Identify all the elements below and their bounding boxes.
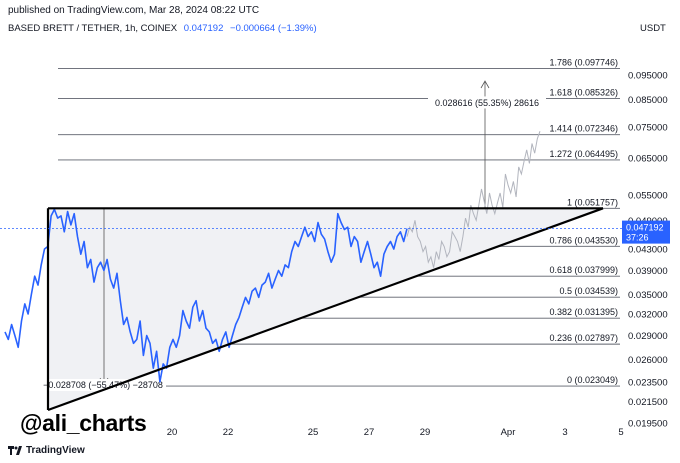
- fib-level-label: 0.618 (0.037999): [549, 265, 618, 275]
- time-tick-label: 27: [364, 427, 375, 438]
- fib-level-label: 1.618 (0.085326): [549, 87, 618, 97]
- fib-level-label: 0.382 (0.031395): [549, 307, 618, 317]
- price-axis: 0.019500 0.021500 0.023500 0.026000 0.029000…: [628, 70, 668, 429]
- fib-level-label: 0 (0.023049): [567, 375, 618, 385]
- fib-level-label: 1.272 (0.064495): [549, 149, 618, 159]
- current-price: 0.047192: [183, 23, 224, 34]
- price-tick-label: 0.032000: [628, 309, 668, 320]
- fib-level-label: 0.5 (0.034539): [559, 286, 618, 296]
- fib-level-label: 1.786 (0.097746): [549, 58, 618, 68]
- measure-up-label: 0.028616 (55.35%) 28616: [435, 98, 539, 108]
- tradingview-logo-icon: [8, 446, 22, 455]
- time-tick-label: Apr: [501, 427, 516, 438]
- time-tick-label: 3: [562, 427, 567, 438]
- measurement-arrows: 0.028616 (55.35%) 28616 −0.028708 (−55.47…: [40, 80, 546, 391]
- measure-up-arrowhead: [480, 80, 490, 89]
- fib-level-label: 0.786 (0.043530): [549, 235, 618, 245]
- tradingview-logo: TradingView: [8, 445, 85, 456]
- price-tick-label: 0.023500: [628, 377, 668, 388]
- last-price-tag-timer: 37:26: [626, 233, 649, 243]
- price-tick-label: 0.085000: [628, 95, 668, 106]
- time-tick-label: 22: [223, 427, 234, 438]
- fib-level-label: 0.236 (0.027897): [549, 333, 618, 343]
- triangle-lower-edge: [47, 207, 604, 412]
- tradingview-label: TradingView: [26, 445, 85, 456]
- time-tick-label: 25: [308, 427, 319, 438]
- price-tick-label: 0.035000: [628, 290, 668, 301]
- price-tick-label: 0.021500: [628, 397, 668, 408]
- price-tick-label: 0.019500: [628, 418, 668, 429]
- fib-level-label: 1.414 (0.072346): [549, 124, 618, 134]
- published-note: published on TradingView.com, Mar 28, 20…: [8, 5, 260, 16]
- price-tick-label: 0.026000: [628, 355, 668, 366]
- projection-series: [406, 131, 541, 268]
- price-tick-label: 0.029000: [628, 331, 668, 342]
- currency-label: USDT: [640, 23, 666, 34]
- symbol-header: BASED BRETT / TETHER, 1h, COINEX 0.04719…: [8, 23, 317, 34]
- watermark-handle: @ali_charts: [20, 410, 147, 436]
- price-tick-label: 0.075000: [628, 122, 668, 133]
- price-tick-label: 0.095000: [628, 70, 668, 81]
- price-series: [4, 208, 408, 383]
- price-tick-label: 0.039000: [628, 266, 668, 277]
- price-tick-label: 0.065000: [628, 154, 668, 165]
- price-change: −0.000664 (−1.39%): [230, 23, 317, 34]
- last-price-tag-bg: [622, 220, 670, 244]
- price-tick-label: 0.043000: [628, 245, 668, 256]
- time-axis: 20 22 25 27 29 Apr 3 5: [167, 427, 624, 438]
- last-price-tag-value: 0.047192: [626, 223, 664, 233]
- measure-down-label: −0.028708 (−55.47%) −28708: [43, 380, 163, 390]
- time-tick-label: 29: [420, 427, 431, 438]
- measure-up-label-bg: [428, 96, 546, 109]
- fib-level-label: 1 (0.051757): [567, 197, 618, 207]
- symbol-label: BASED BRETT / TETHER, 1h, COINEX: [8, 23, 178, 34]
- price-tick-label: 0.055000: [628, 190, 668, 201]
- measure-down-label-bg: [40, 379, 166, 391]
- symmetrical-triangle: [46, 207, 604, 412]
- time-tick-label: 5: [618, 427, 623, 438]
- time-tick-label: 20: [167, 427, 178, 438]
